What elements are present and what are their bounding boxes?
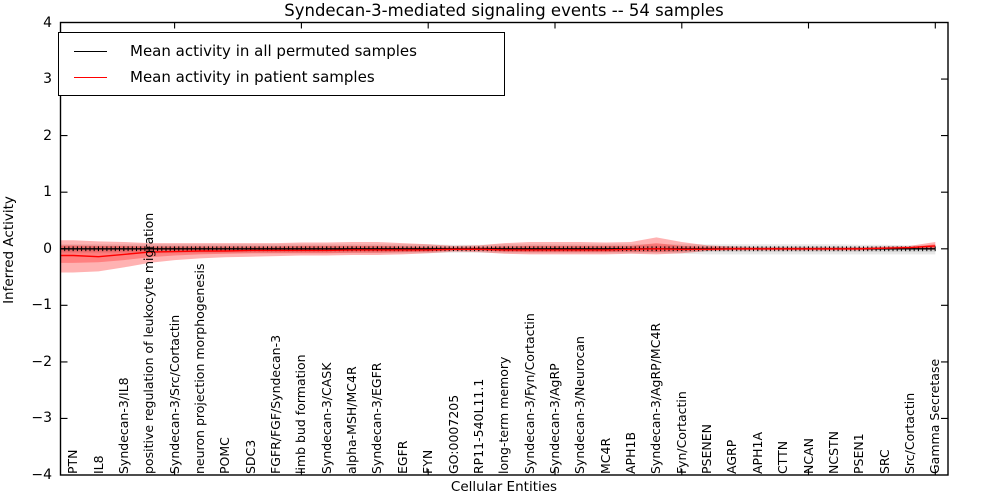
legend-line-patient-swatch — [74, 76, 107, 78]
y-tick-label: 2 — [43, 127, 52, 144]
x-category-label: POMC — [217, 437, 233, 474]
legend-item-permuted: Mean activity in all permuted samples — [74, 38, 504, 64]
chart-title: Syndecan-3-mediated signaling events -- … — [284, 1, 724, 20]
x-category-label: positive regulation of leukocyte migrati… — [141, 212, 157, 474]
patient-mean-band-inner — [60, 243, 936, 263]
x-category-label: Src/Cortactin — [901, 392, 917, 474]
patient-mean-band-outer — [60, 237, 936, 273]
x-category-label: PSENEN — [699, 424, 715, 474]
x-category-label: NCAN — [800, 438, 816, 474]
x-category-label: NCSTN — [825, 431, 841, 474]
y-tick-label: 3 — [43, 71, 52, 88]
x-category-label: GO:0007205 — [445, 394, 461, 474]
y-tick-label: −2 — [31, 353, 52, 370]
y-tick-label: −1 — [31, 297, 52, 314]
x-category-label: Syndecan-3/Fyn/Cortactin — [521, 313, 537, 474]
y-tick-label: 4 — [43, 14, 52, 31]
x-category-label: Fyn/Cortactin — [673, 391, 689, 474]
x-category-label: AGRP — [724, 439, 740, 474]
x-category-label: Syndecan-3/CASK — [318, 362, 334, 474]
x-category-label: SDC3 — [242, 439, 258, 474]
x-category-label: EGFR — [394, 440, 410, 474]
legend-label-permuted: Mean activity in all permuted samples — [130, 42, 417, 60]
x-axis-label: Cellular Entities — [450, 479, 558, 495]
x-category-label: Syndecan-3/EGFR — [369, 362, 385, 474]
x-category-label: PTN — [65, 449, 81, 474]
x-category-label: limb bud formation — [293, 354, 309, 474]
x-category-label: Syndecan-3/AgRP/MC4R — [648, 322, 664, 474]
legend-label-patient: Mean activity in patient samples — [130, 68, 375, 86]
x-category-label: neuron projection morphogenesis — [191, 263, 207, 474]
legend-line-permuted-swatch — [74, 50, 107, 52]
x-category-label: SRC — [876, 449, 892, 474]
x-category-label: Gamma Secretase — [927, 358, 943, 474]
x-category-label: long-term memory — [496, 356, 512, 474]
x-category-label: CTTN — [775, 440, 791, 474]
x-category-label: Syndecan-3/AgRP — [546, 363, 562, 474]
legend-item-patient: Mean activity in patient samples — [74, 64, 504, 90]
patient-mean-line — [60, 245, 936, 258]
x-category-label: APH1A — [749, 432, 765, 474]
x-category-label: Syndecan-3/IL8 — [115, 377, 131, 474]
y-tick-label: 1 — [43, 184, 52, 201]
x-category-label: PSEN1 — [851, 433, 867, 474]
x-category-label: RP11-540L11.1 — [470, 378, 486, 474]
y-tick-label: 0 — [43, 240, 52, 257]
x-category-label: MC4R — [597, 437, 613, 474]
x-category-label: alpha-MSH/MC4R — [344, 366, 360, 474]
plot-frame — [59, 21, 949, 476]
y-tick-label: −4 — [31, 467, 52, 483]
legend: Mean activity in all permuted samples Me… — [58, 32, 505, 96]
x-category-label: APH1B — [623, 431, 639, 474]
x-category-label: IL8 — [90, 455, 106, 474]
x-category-label: FGFR/FGF/Syndecan-3 — [268, 334, 284, 474]
y-tick-label: −3 — [31, 410, 52, 427]
x-category-label: Syndecan-3/Src/Cortactin — [166, 314, 182, 474]
x-category-label: Syndecan-3/Neurocan — [572, 336, 588, 474]
x-category-label: FYN — [420, 449, 436, 474]
